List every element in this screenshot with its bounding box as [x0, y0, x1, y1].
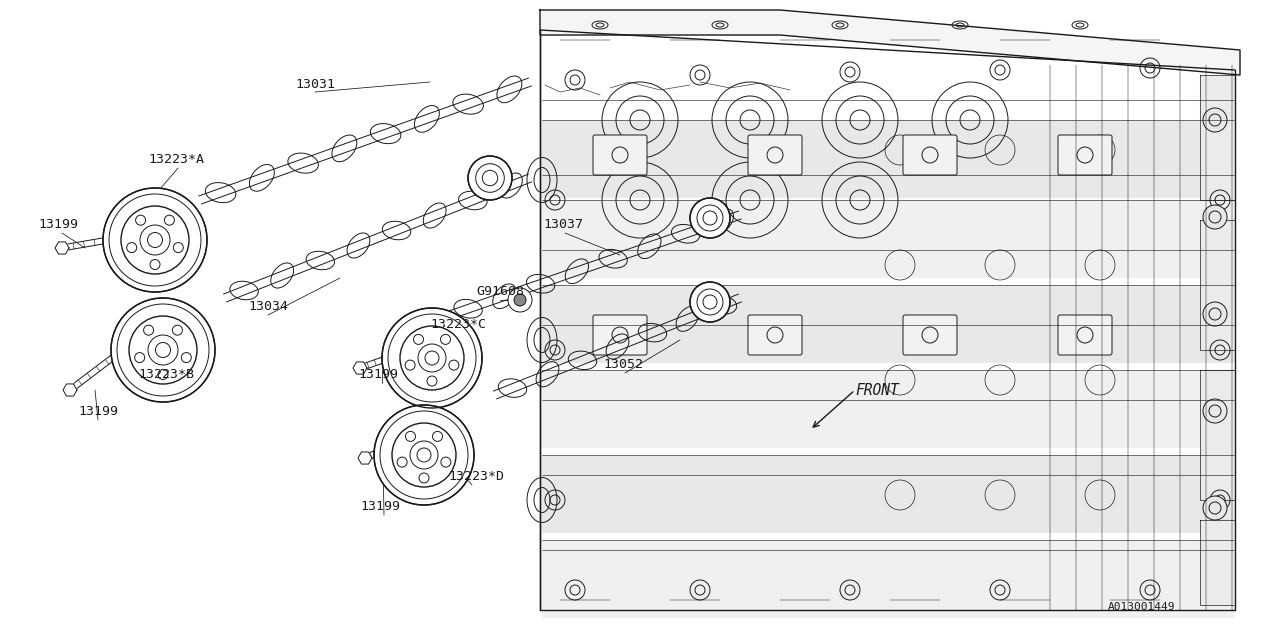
Text: 13223*B: 13223*B: [138, 368, 195, 381]
Circle shape: [134, 353, 145, 363]
Circle shape: [374, 405, 474, 505]
Circle shape: [1203, 302, 1228, 326]
Polygon shape: [1201, 75, 1235, 200]
Polygon shape: [358, 452, 372, 464]
Circle shape: [397, 457, 407, 467]
Circle shape: [164, 215, 174, 225]
Circle shape: [1203, 399, 1228, 423]
Polygon shape: [55, 242, 69, 254]
Text: FRONT: FRONT: [855, 383, 899, 398]
Circle shape: [143, 325, 154, 335]
Circle shape: [690, 198, 730, 238]
Text: 13199: 13199: [358, 368, 398, 381]
Text: 13223*C: 13223*C: [430, 318, 486, 331]
Circle shape: [111, 298, 215, 402]
Circle shape: [150, 259, 160, 269]
Circle shape: [468, 156, 512, 200]
FancyBboxPatch shape: [593, 315, 646, 355]
Circle shape: [440, 457, 451, 467]
Circle shape: [508, 288, 532, 312]
Circle shape: [173, 243, 183, 253]
Circle shape: [440, 334, 451, 344]
Circle shape: [127, 243, 137, 253]
Bar: [541, 455, 1235, 533]
Circle shape: [428, 376, 436, 386]
Circle shape: [173, 325, 183, 335]
FancyBboxPatch shape: [748, 135, 803, 175]
FancyBboxPatch shape: [1059, 135, 1112, 175]
Circle shape: [1203, 496, 1228, 520]
Circle shape: [157, 369, 168, 380]
Circle shape: [381, 308, 483, 408]
Circle shape: [413, 334, 424, 344]
Text: A013001449: A013001449: [1108, 602, 1175, 612]
Bar: [541, 370, 1235, 448]
Circle shape: [406, 360, 415, 370]
FancyBboxPatch shape: [1059, 315, 1112, 355]
Text: 13223*D: 13223*D: [448, 470, 504, 483]
Circle shape: [433, 431, 443, 442]
Bar: [541, 540, 1235, 618]
Circle shape: [419, 473, 429, 483]
Text: 13052: 13052: [603, 358, 643, 371]
Text: 13034: 13034: [248, 300, 288, 313]
Circle shape: [102, 188, 207, 292]
Bar: [540, 30, 1235, 610]
Polygon shape: [63, 384, 77, 396]
FancyBboxPatch shape: [902, 315, 957, 355]
Text: 13223*A: 13223*A: [148, 153, 204, 166]
Polygon shape: [1201, 220, 1235, 350]
Circle shape: [182, 353, 191, 363]
Text: 13037: 13037: [543, 218, 582, 231]
Polygon shape: [540, 10, 1240, 75]
Polygon shape: [1201, 370, 1235, 500]
FancyBboxPatch shape: [748, 315, 803, 355]
Text: G91608: G91608: [476, 285, 524, 298]
Circle shape: [449, 360, 458, 370]
FancyBboxPatch shape: [902, 135, 957, 175]
Bar: [541, 120, 1235, 198]
Circle shape: [406, 431, 416, 442]
Polygon shape: [353, 362, 367, 374]
Circle shape: [515, 294, 526, 306]
Circle shape: [690, 282, 730, 322]
FancyBboxPatch shape: [593, 135, 646, 175]
Polygon shape: [1201, 520, 1235, 605]
Circle shape: [1203, 205, 1228, 229]
Circle shape: [136, 215, 146, 225]
Text: 13199: 13199: [38, 218, 78, 231]
Bar: [541, 285, 1235, 363]
Circle shape: [1203, 108, 1228, 132]
Text: 13031: 13031: [294, 78, 335, 91]
Text: 13199: 13199: [360, 500, 399, 513]
Bar: [541, 200, 1235, 278]
Text: 13199: 13199: [78, 405, 118, 418]
